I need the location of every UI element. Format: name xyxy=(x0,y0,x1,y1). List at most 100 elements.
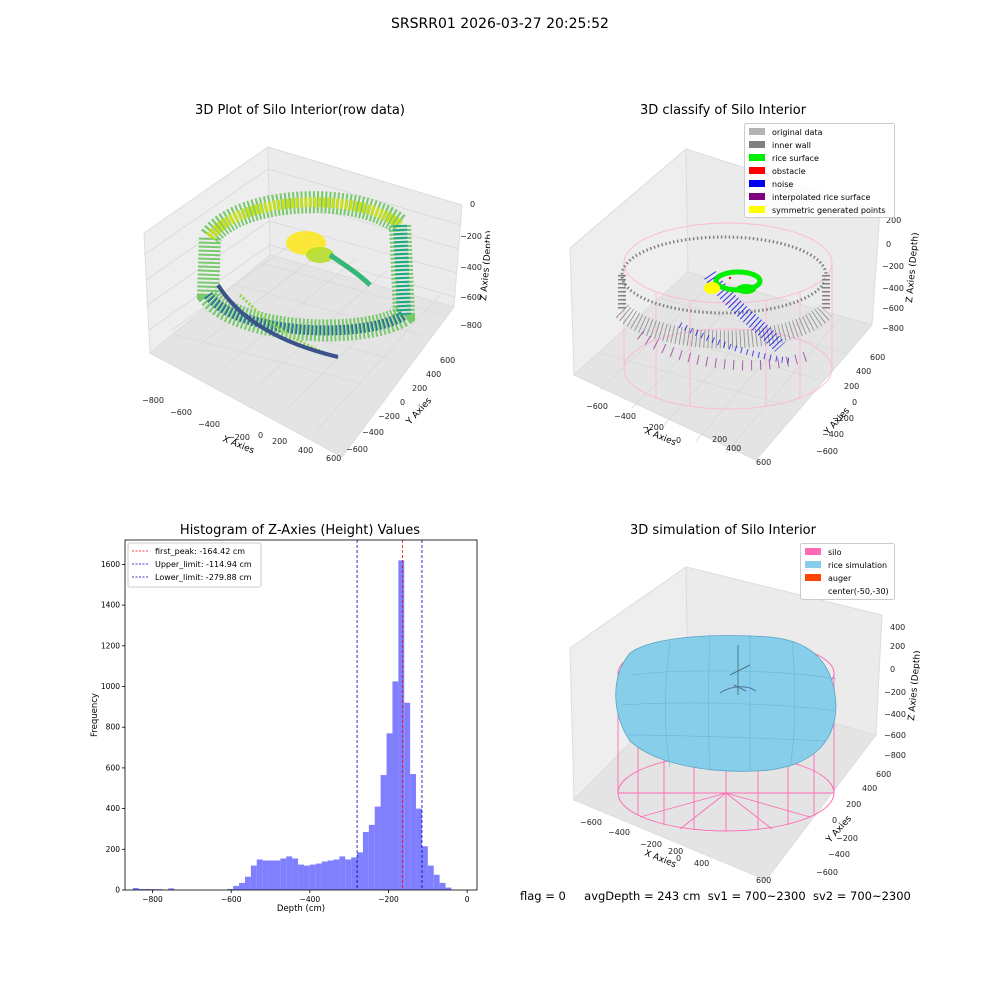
histogram-bar xyxy=(268,860,275,890)
plot1-xtick: 400 xyxy=(298,446,313,455)
histogram-bar xyxy=(144,888,151,890)
plot1-wall-points xyxy=(196,191,416,342)
plot2-ztick: −400 xyxy=(882,284,904,293)
histogram-bar xyxy=(233,885,240,890)
plot2-ytick: −400 xyxy=(822,430,844,439)
plot4-ztick: −200 xyxy=(884,688,906,697)
plot4-ztick: −400 xyxy=(884,710,906,719)
plot2-symmetric-points xyxy=(704,282,720,294)
histogram-bar xyxy=(286,856,293,890)
plot4-ztick: −800 xyxy=(884,751,906,760)
plot1-ytick: −600 xyxy=(346,445,368,454)
plot3-xaxis: −800 −600 −400 −200 0 xyxy=(142,890,470,904)
histogram-bar xyxy=(380,775,387,890)
y-tick-label: 400 xyxy=(106,804,121,813)
plot1-title: 3D Plot of Silo Interior(row data) xyxy=(195,103,405,118)
histogram-bar xyxy=(351,857,358,890)
y-tick-label: 1200 xyxy=(101,641,120,650)
plot4-xtick: 400 xyxy=(694,859,709,868)
plot4-legend: silo rice simulation auger center(-50,-30) xyxy=(800,543,895,600)
plot1-ytick: −400 xyxy=(362,428,384,437)
sv2-text: sv2 = 700~2300 xyxy=(812,889,911,903)
plot1-xtick: −600 xyxy=(170,408,192,417)
plot2-ztick: 200 xyxy=(886,216,901,225)
plot1-ztick: −600 xyxy=(460,293,482,302)
plot4-3d-surface: −600 −400 −200 0 200 400 600 −600 −400 −… xyxy=(569,566,920,885)
histogram-bar xyxy=(398,560,405,890)
histogram-bar xyxy=(421,846,428,890)
y-tick-label: 1400 xyxy=(101,601,120,610)
histogram-bar xyxy=(410,774,417,890)
plot1-3d-scatter: −800 −600 −400 −200 0 200 400 600 −600 −… xyxy=(142,146,490,463)
histogram-bar xyxy=(321,861,328,890)
legend-label: rice simulation xyxy=(828,561,887,570)
y-tick-label: 0 xyxy=(115,886,120,895)
histogram-bar xyxy=(445,887,452,890)
histogram-bar xyxy=(262,860,269,890)
plot2-obstacle-points xyxy=(728,276,732,280)
histogram-bar xyxy=(386,733,393,890)
histogram-bar xyxy=(333,859,340,890)
plot3-histogram: −800 −600 −400 −200 0 0 200 400 600 800 1000 1200 1… xyxy=(90,539,478,914)
plot2-ytick: −600 xyxy=(816,447,838,456)
plot1-ytick: 600 xyxy=(440,356,455,365)
plot1-ylabel: Y Axies xyxy=(404,396,434,428)
plot2-xtick: 200 xyxy=(712,435,727,444)
y-tick-label: 600 xyxy=(106,763,121,772)
plot4-title: 3D simulation of Silo Interior xyxy=(630,523,816,538)
legend-label: original data xyxy=(772,128,823,137)
histogram-bar xyxy=(427,865,434,890)
histogram-bar xyxy=(156,889,163,890)
plot2-ytick: 200 xyxy=(844,382,859,391)
plot4-xtick: −200 xyxy=(640,840,662,849)
plot2-ztick: −200 xyxy=(882,262,904,271)
plot2-inner-wall-points xyxy=(615,235,833,349)
plot4-xtick: −400 xyxy=(608,828,630,837)
legend-label: first_peak: -164.42 cm xyxy=(155,547,245,556)
histogram-bar xyxy=(280,858,287,890)
plot2-ztick: −600 xyxy=(882,304,904,313)
legend-swatch xyxy=(749,141,765,148)
legend-label: interpolated rice surface xyxy=(772,193,870,202)
plot4-ztick: −600 xyxy=(884,731,906,740)
histogram-bar xyxy=(433,874,440,890)
plot1-xtick: −200 xyxy=(228,433,250,442)
legend-label: noise xyxy=(772,180,793,189)
histogram-bar xyxy=(339,856,346,890)
plot4-ytick: −200 xyxy=(836,834,858,843)
histogram-bar xyxy=(303,865,310,890)
plot4-ytick: −400 xyxy=(828,850,850,859)
plot2-interpolated-points xyxy=(637,330,812,371)
plot2-rice-surface-points xyxy=(713,269,763,294)
plot4-rice-surface xyxy=(615,634,837,772)
histogram-bar xyxy=(298,864,304,890)
plot1-surface-points xyxy=(238,231,372,359)
histogram-bar xyxy=(132,887,139,890)
plot2-xtick: −400 xyxy=(614,412,636,421)
plot2-xtick: −600 xyxy=(586,402,608,411)
x-tick-label: −800 xyxy=(142,895,163,904)
plot4-xtick: 600 xyxy=(756,876,771,885)
legend-label: rice surface xyxy=(772,154,819,163)
plot3-bars xyxy=(132,560,452,890)
histogram-bar xyxy=(439,882,446,890)
legend-label: silo xyxy=(828,548,842,557)
plot4-xtick: 200 xyxy=(668,847,683,856)
plot4-ytick: 0 xyxy=(832,816,837,825)
plot2-ztick: 0 xyxy=(886,240,891,249)
plot4-ztick: 0 xyxy=(890,665,895,674)
plot3-legend: first_peak: -164.42 cm Upper_limit: -114.… xyxy=(127,542,262,588)
legend-swatch xyxy=(749,154,765,161)
histogram-bar xyxy=(345,859,352,890)
plot3-xlabel: Depth (cm) xyxy=(277,904,325,914)
plot1-xtick: −400 xyxy=(198,420,220,429)
plot4-ytick: −600 xyxy=(816,868,838,877)
plot1-xtick: −800 xyxy=(142,396,164,405)
histogram-bar xyxy=(227,888,234,890)
plot2-ytick: 0 xyxy=(852,398,857,407)
histogram-bar xyxy=(138,888,145,890)
legend-label: inner wall xyxy=(772,141,811,150)
y-tick-label: 800 xyxy=(106,723,121,732)
plot1-ytick: −200 xyxy=(378,412,400,421)
plot1-drop-curve xyxy=(216,283,339,359)
